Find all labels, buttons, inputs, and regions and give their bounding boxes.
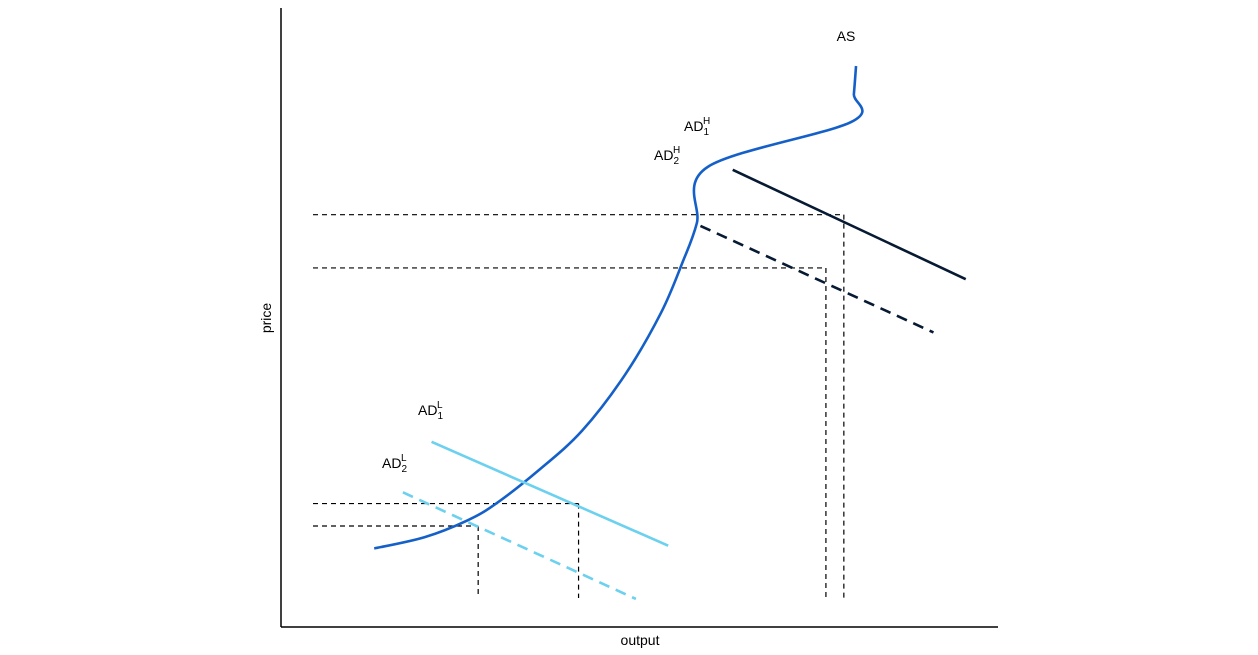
curve-label-subscript: 1 [703,127,709,138]
curve-ad2h [699,224,935,334]
curve-label-ad2l: AD2L [382,453,407,475]
curve-label-superscript: L [437,400,443,411]
y-axis-title: price [258,303,274,334]
curve-label-superscript: H [703,116,710,127]
x-axis-title: output [621,632,660,648]
curve-label-subscript: 2 [673,156,679,167]
curve-label-ad1l: AD1L [418,400,443,422]
curve-label-text: AD [418,402,437,418]
curve-label-ad2h: AD2H [654,145,680,167]
curve-label-subscript: 2 [401,464,407,475]
curve-label-superscript: L [401,453,407,464]
curve-as [373,65,864,550]
curve-ad2l [402,491,637,601]
curves [373,65,967,601]
curve-ad1h [732,168,967,281]
curve-label-text: AD [684,118,703,134]
axes [280,8,998,628]
curve-label-as: AS [837,28,856,44]
curve-ad1l [431,440,669,547]
guide-lines [313,214,845,598]
curve-label-subscript: 1 [437,411,443,422]
curve-label-ad1h: AD1H [684,116,710,138]
curve-label-text: AD [382,455,401,471]
curve-label-superscript: H [673,145,680,156]
curve-label-text: AD [654,147,673,163]
curve-label-text: AS [837,28,856,44]
